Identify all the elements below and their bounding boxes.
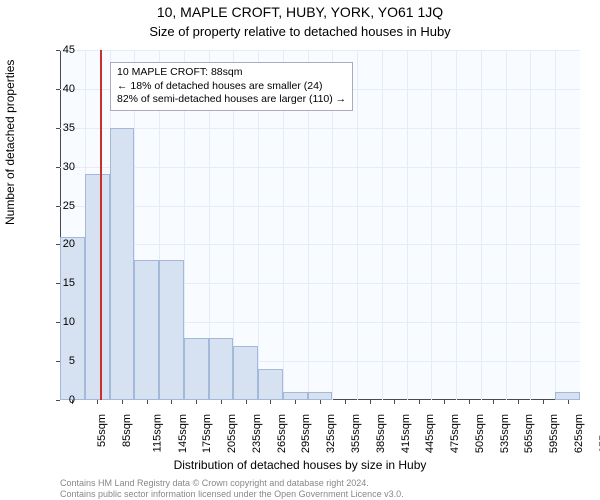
histogram-bar [283,392,308,400]
x-tick [97,400,98,404]
x-tick-label: 325sqm [325,414,337,453]
y-tick-label: 0 [35,394,75,406]
x-tick [568,400,569,404]
y-tick-label: 15 [35,277,75,289]
footer-licence: Contains public sector information licen… [60,489,404,499]
x-tick [270,400,271,404]
y-tick-label: 10 [35,316,75,328]
grid-line [60,206,580,207]
y-axis-label: Number of detached properties [3,60,17,225]
x-tick [444,400,445,404]
y-tick-label: 20 [35,238,75,250]
x-tick [518,400,519,404]
chart-subtitle: Size of property relative to detached ho… [0,24,600,39]
grid-line [407,50,408,400]
grid-line [456,50,457,400]
x-tick [345,400,346,404]
annotation-line2: ← 18% of detached houses are smaller (24… [117,80,346,94]
x-tick-label: 175sqm [202,414,214,453]
annotation-line3: 82% of semi-detached houses are larger (… [117,93,346,107]
x-tick-label: 535sqm [499,414,511,453]
x-tick [122,400,123,404]
x-tick-label: 295sqm [301,414,313,453]
x-tick-label: 475sqm [449,414,461,453]
x-tick [171,400,172,404]
x-tick [493,400,494,404]
plot-area: 10 MAPLE CROFT: 88sqm ← 18% of detached … [60,50,580,400]
x-tick-label: 415sqm [400,414,412,453]
page-title: 10, MAPLE CROFT, HUBY, YORK, YO61 1JQ [0,4,600,20]
histogram-bar [134,260,159,400]
grid-line [60,167,580,168]
property-marker-line [100,50,102,400]
x-tick [543,400,544,404]
x-tick [320,400,321,404]
x-tick-label: 205sqm [226,414,238,453]
grid-line [481,50,482,400]
x-tick-label: 565sqm [523,414,535,453]
y-tick-label: 25 [35,200,75,212]
x-tick-label: 505sqm [474,414,486,453]
annotation-box: 10 MAPLE CROFT: 88sqm ← 18% of detached … [110,62,353,111]
histogram-bar [110,128,135,400]
x-tick [295,400,296,404]
x-tick [370,400,371,404]
histogram-bar [233,346,258,400]
y-tick-label: 35 [35,122,75,134]
x-tick-label: 145sqm [177,414,189,453]
grid-line [506,50,507,400]
histogram-bar [555,392,580,400]
y-tick-label: 30 [35,161,75,173]
x-axis-label: Distribution of detached houses by size … [0,458,600,472]
x-tick [469,400,470,404]
x-tick-label: 235sqm [251,414,263,453]
grid-line [357,50,358,400]
x-tick-label: 115sqm [151,414,163,452]
y-tick-label: 45 [35,44,75,56]
x-tick-label: 595sqm [548,414,560,453]
x-tick-label: 385sqm [375,414,387,453]
x-tick-label: 355sqm [350,414,362,453]
grid-line [60,50,580,51]
x-tick [246,400,247,404]
grid-line [382,50,383,400]
grid-line [60,128,580,129]
x-tick [196,400,197,404]
histogram-bar [159,260,184,400]
x-tick-label: 625sqm [573,414,585,453]
histogram-bar [308,392,333,400]
x-tick-label: 85sqm [121,414,133,447]
x-tick-label: 265sqm [276,414,288,453]
footer-copyright: Contains HM Land Registry data © Crown c… [60,478,369,488]
annotation-line1: 10 MAPLE CROFT: 88sqm [117,66,346,80]
grid-line [431,50,432,400]
histogram-bar [258,369,283,400]
histogram-bar [85,174,110,400]
chart-container: 10, MAPLE CROFT, HUBY, YORK, YO61 1JQ Si… [0,0,600,500]
x-tick [147,400,148,404]
histogram-bar [209,338,234,400]
y-tick-label: 40 [35,83,75,95]
histogram-bar [184,338,209,400]
x-tick [221,400,222,404]
grid-line [60,244,580,245]
y-tick-label: 5 [35,355,75,367]
x-tick [419,400,420,404]
grid-line [530,50,531,400]
x-tick [394,400,395,404]
x-tick-label: 55sqm [96,414,108,447]
grid-line [555,50,556,400]
x-tick-label: 445sqm [424,414,436,453]
